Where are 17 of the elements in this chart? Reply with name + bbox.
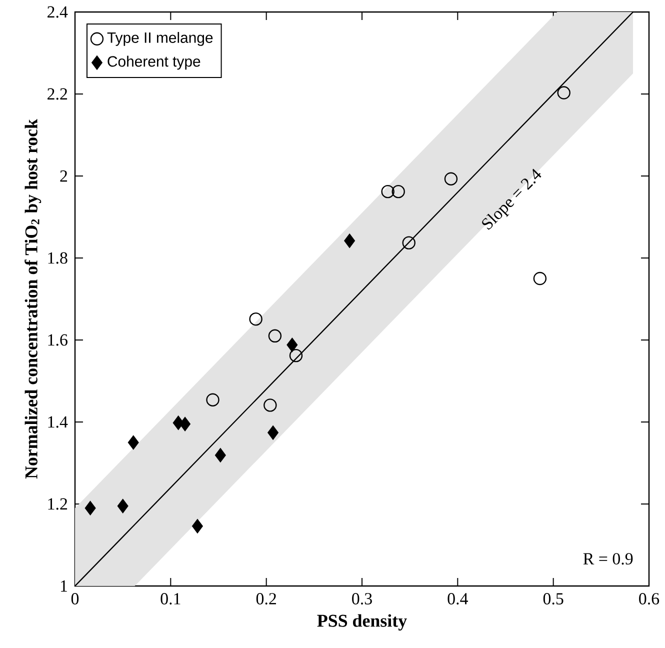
y-tick-label: 2.2 bbox=[48, 88, 68, 100]
y-tick-label: 2 bbox=[60, 170, 68, 182]
x-axis-title: PSS density bbox=[317, 614, 407, 631]
y-tick-label: 1.2 bbox=[48, 498, 68, 510]
x-tick-label: 0.1 bbox=[160, 593, 180, 605]
x-tick-label: 0.6 bbox=[639, 593, 660, 605]
y-tick-label: 1.6 bbox=[48, 334, 68, 346]
y-tick-label: 1 bbox=[60, 580, 67, 592]
x-tick-label: 0.2 bbox=[256, 593, 276, 605]
y-axis-title: Normalized concentration of TiO$_{2}$ by host rock bbox=[24, 119, 42, 479]
x-tick-label: 0.3 bbox=[352, 593, 372, 605]
y-tick-label: 2.4 bbox=[48, 6, 68, 18]
y-tick-label: 1.8 bbox=[48, 252, 68, 264]
x-tick-label: 0.5 bbox=[543, 593, 564, 605]
x-tick-label: 0.4 bbox=[448, 593, 468, 605]
x-tick-label: 0 bbox=[71, 593, 79, 604]
y-tick-label: 1.4 bbox=[48, 416, 68, 428]
